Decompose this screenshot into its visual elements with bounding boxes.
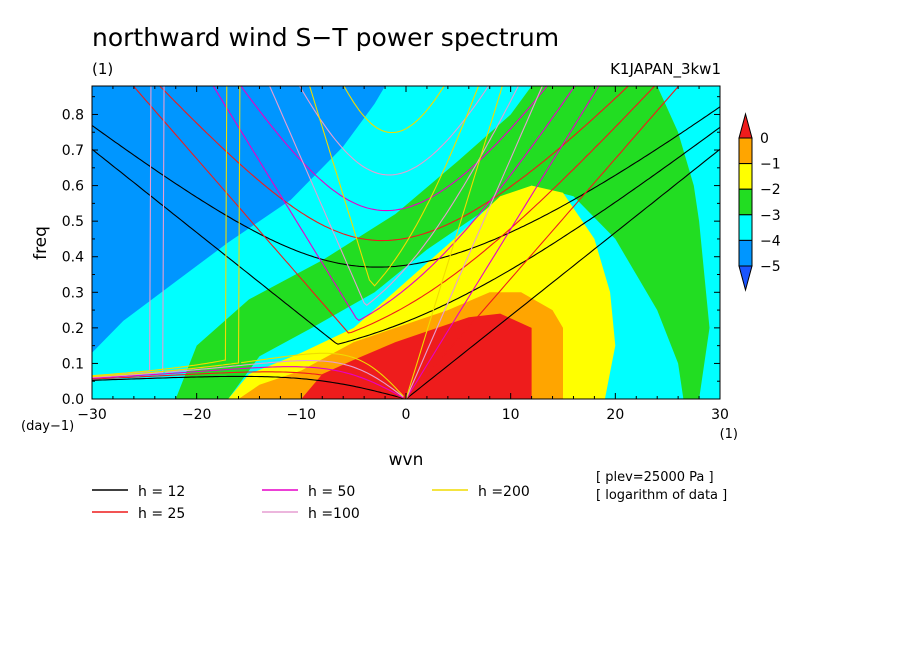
x-axis-unit: (1): [720, 427, 738, 442]
curve-h50-mixed-rossby-gravity: [212, 86, 576, 322]
x-tick-label: −30: [77, 407, 107, 423]
contour-region-2: [92, 86, 386, 353]
shaded-contours: [92, 86, 720, 399]
colorbar-top-arrow: [738, 112, 753, 139]
colorbar-label: −1: [760, 157, 781, 173]
y-tick-label: 0.1: [62, 356, 84, 372]
annotation-log: [ logarithm of data ]: [596, 488, 727, 503]
colorbar-label: −3: [760, 208, 781, 224]
curve-h50-rossby: [92, 366, 404, 399]
legend: h = 12 h = 25 h = 50 h =100 h =200: [92, 484, 530, 522]
curve-h100-mixed-rossby-gravity: [92, 86, 519, 377]
y-tick-label: 0.0: [62, 392, 84, 408]
y-tick-label: 0.6: [62, 179, 84, 195]
x-tick-label: −20: [182, 407, 212, 423]
x-tick-label: 0: [402, 407, 411, 423]
curve-h25-mixed-rossby-gravity: [132, 86, 656, 334]
x-tick-label: 30: [711, 407, 729, 423]
legend-label: h =100: [308, 506, 360, 522]
colorbar-label: −5: [760, 259, 781, 275]
curve-h100-inertia-gravity: [92, 86, 490, 378]
curve-h50-kelvin: [405, 86, 600, 399]
x-tick-label: 20: [606, 407, 624, 423]
colorbar-segment: [738, 137, 753, 165]
plot-area: [92, 86, 720, 399]
y-tick-label: 0.3: [62, 285, 84, 301]
colorbar-segment: [738, 214, 753, 241]
y-axis-label: freq: [31, 226, 51, 260]
curve-h12-kelvin: [405, 148, 720, 399]
y-tick-label: 0.7: [62, 143, 84, 159]
curve-h12-rossby: [92, 375, 404, 399]
annotation-plev: [ plev=25000 Pa ]: [596, 470, 714, 485]
legend-label: h =200: [478, 484, 530, 500]
curve-h25-kelvin: [405, 86, 680, 399]
legend-label: h = 25: [138, 506, 185, 522]
subtitle-right: K1JAPAN_3kw1: [610, 60, 721, 79]
colorbar-label: 0: [760, 131, 769, 147]
y-tick-label: 0.4: [62, 250, 84, 266]
curve-h12-inertia-gravity: [92, 106, 720, 268]
y-tick-label: 0.8: [62, 107, 84, 123]
y-axis-ticks: 0.0 0.1 0.2 0.3 0.4 0.5 0.6 0.7 0.8: [62, 96, 720, 408]
colorbar-segment: [738, 239, 753, 267]
legend-label: h = 12: [138, 484, 185, 500]
x-axis-ticks: −30 −20 −10 0 10 20 30: [77, 86, 729, 423]
colorbar-bottom-arrow: [738, 265, 753, 292]
colorbar-segment: [738, 163, 753, 190]
y-tick-label: 0.2: [62, 321, 84, 337]
subtitle-left: (1): [92, 60, 113, 78]
x-tick-label: 10: [502, 407, 520, 423]
curve-h100-kelvin: [405, 86, 543, 399]
legend-label: h = 50: [308, 484, 355, 500]
dispersion-curves: [92, 86, 720, 399]
curve-h50-inertia-gravity: [240, 86, 548, 212]
curve-h100-rossby: [165, 360, 404, 398]
colorbar-label: −2: [760, 182, 781, 198]
y-tick-label: 0.5: [62, 214, 84, 230]
colorbar: 0 −1 −2 −3 −4 −5: [738, 112, 781, 292]
curve-h200-kelvin: [405, 86, 503, 399]
curve-h12-mixed-rossby-gravity: [92, 126, 720, 345]
curve-h200-mixed-rossby-gravity: [92, 86, 480, 377]
curve-h25-rossby: [92, 371, 404, 399]
contour-region-7: [301, 313, 532, 399]
curve-h200-rossby: [241, 352, 404, 397]
curve-h25-inertia-gravity: [158, 86, 630, 242]
x-axis-label: wvn: [389, 450, 424, 470]
chart-title: northward wind S−T power spectrum: [92, 23, 559, 52]
y-axis-unit: (day−1): [21, 419, 74, 434]
x-tick-label: −10: [287, 407, 317, 423]
colorbar-label: −4: [760, 233, 781, 249]
curve-h200-inertia-gravity: [92, 86, 445, 378]
contour-region-4: [175, 86, 710, 399]
colorbar-segment: [738, 188, 753, 216]
